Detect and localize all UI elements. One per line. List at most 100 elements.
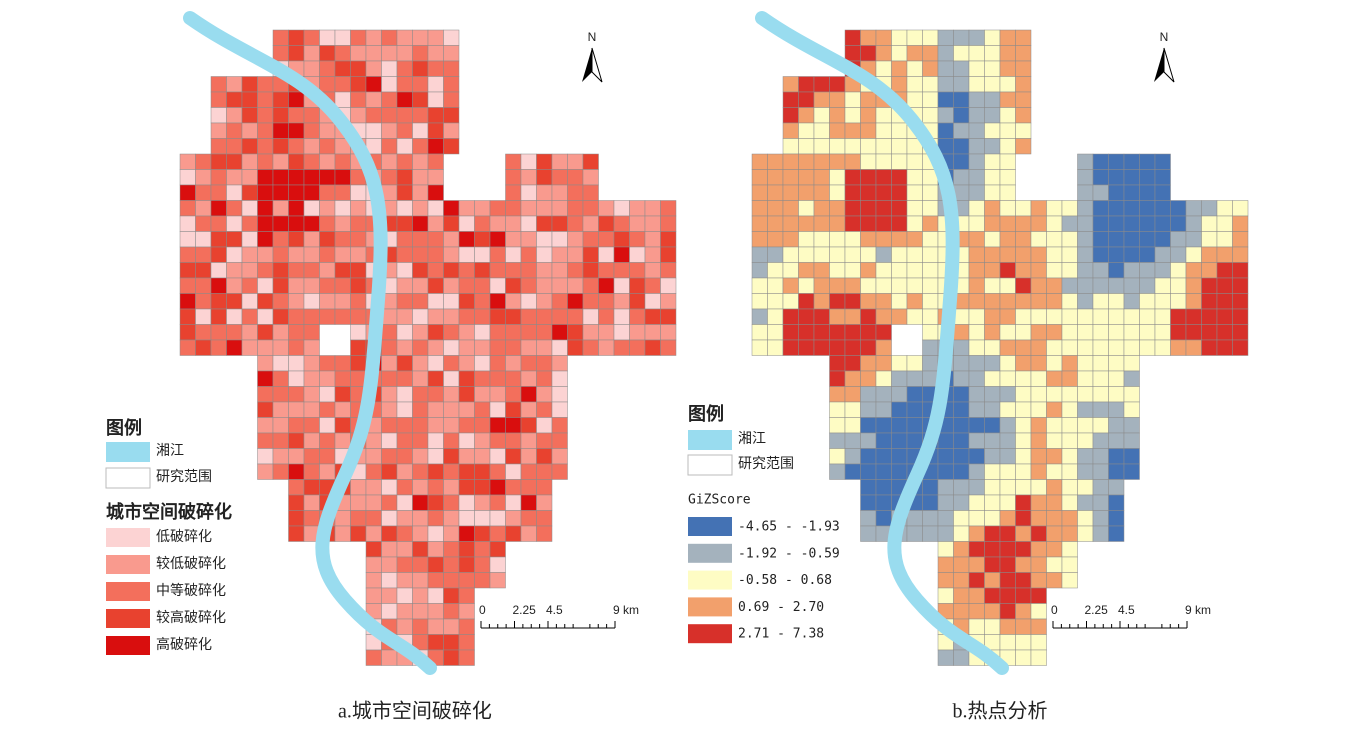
- grid-cell: [489, 200, 506, 217]
- grid-cell: [474, 370, 491, 387]
- grid-cell: [1030, 494, 1047, 511]
- grid-cell: [551, 339, 568, 356]
- grid-cell: [1077, 262, 1094, 279]
- grid-cell: [1123, 370, 1140, 387]
- grid-cell: [1046, 572, 1063, 589]
- legend-label: 2.71 - 7.38: [738, 627, 824, 642]
- grid-cell: [443, 246, 460, 263]
- grid-cell: [257, 293, 274, 310]
- grid-cell: [458, 231, 475, 248]
- grid-cell: [860, 200, 877, 217]
- grid-cell: [396, 169, 413, 186]
- grid-cell: [427, 417, 444, 434]
- grid-cell: [1077, 293, 1094, 310]
- grid-cell: [891, 231, 908, 248]
- grid-cell: [567, 339, 584, 356]
- grid-cell: [1185, 277, 1202, 294]
- grid-cell: [272, 122, 289, 139]
- grid-cell: [443, 556, 460, 573]
- grid-cell: [984, 277, 1001, 294]
- grid-cell: [922, 293, 939, 310]
- grid-cell: [1046, 308, 1063, 325]
- grid-cell: [875, 200, 892, 217]
- grid-cell: [427, 122, 444, 139]
- grid-cell: [536, 231, 553, 248]
- grid-cell: [1154, 277, 1171, 294]
- grid-cell: [937, 510, 954, 527]
- grid-cell: [1201, 200, 1218, 217]
- grid-cell: [303, 432, 320, 449]
- grid-cell: [427, 525, 444, 542]
- grid-cell: [875, 122, 892, 139]
- grid-cell: [350, 339, 367, 356]
- grid-cell: [984, 246, 1001, 263]
- grid-cell: [875, 277, 892, 294]
- grid-cell: [1030, 525, 1047, 542]
- grid-cell: [520, 355, 537, 372]
- grid-cell: [922, 107, 939, 124]
- grid-cell: [1077, 339, 1094, 356]
- grid-cell: [1170, 215, 1187, 232]
- grid-cell: [844, 355, 861, 372]
- grid-cell: [999, 107, 1016, 124]
- grid-cell: [536, 200, 553, 217]
- grid-cell: [598, 293, 615, 310]
- grid-cell: [365, 60, 382, 77]
- grid-cell: [1092, 510, 1109, 527]
- scale-label: 0: [479, 603, 486, 617]
- grid-cell: [968, 324, 985, 341]
- grid-cell: [458, 339, 475, 356]
- grid-cell: [1108, 386, 1125, 403]
- grid-cell: [567, 277, 584, 294]
- grid-cell: [644, 339, 661, 356]
- grid-cell: [829, 107, 846, 124]
- grid-cell: [984, 417, 1001, 434]
- grid-cell: [257, 355, 274, 372]
- grid-cell: [922, 262, 939, 279]
- grid-cell: [381, 463, 398, 480]
- grid-cell: [303, 107, 320, 124]
- grid-cell: [1170, 246, 1187, 263]
- grid-cell: [844, 29, 861, 46]
- grid-cell: [860, 107, 877, 124]
- grid-cell: [1061, 448, 1078, 465]
- grid-cell: [829, 246, 846, 263]
- grid-cell: [536, 432, 553, 449]
- grid-cell: [953, 339, 970, 356]
- grid-cell: [999, 45, 1016, 62]
- grid-cell: [303, 246, 320, 263]
- legend-label: 0.69 - 2.70: [738, 600, 824, 615]
- grid-cell: [984, 29, 1001, 46]
- grid-cell: [551, 200, 568, 217]
- grid-cell: [1154, 153, 1171, 170]
- grid-cell: [1046, 463, 1063, 480]
- grid-cell: [319, 138, 336, 155]
- grid-cell: [860, 293, 877, 310]
- grid-cell: [891, 153, 908, 170]
- grid-cell: [767, 169, 784, 186]
- grid-cell: [660, 293, 677, 310]
- grid-cell: [953, 355, 970, 372]
- river: [183, 11, 437, 675]
- grid-cell: [798, 91, 815, 108]
- grid-cell: [427, 510, 444, 527]
- grid-cell: [520, 432, 537, 449]
- grid-cell: [1015, 618, 1032, 635]
- grid-cell: [1077, 479, 1094, 496]
- grid-cell: [767, 277, 784, 294]
- grid-cell: [891, 76, 908, 93]
- grid-cell: [1201, 277, 1218, 294]
- grid-cell: [922, 324, 939, 341]
- grid-cell: [443, 448, 460, 465]
- grid-cell: [953, 153, 970, 170]
- grid-cell: [257, 324, 274, 341]
- grid-cell: [1030, 432, 1047, 449]
- grid-cell: [520, 417, 537, 434]
- grid-cell: [396, 76, 413, 93]
- grid-cell: [381, 603, 398, 620]
- grid-cell: [1154, 246, 1171, 263]
- grid-cell: [365, 479, 382, 496]
- grid-cell: [1108, 525, 1125, 542]
- grid-cell: [1015, 215, 1032, 232]
- grid-cell: [1015, 587, 1032, 604]
